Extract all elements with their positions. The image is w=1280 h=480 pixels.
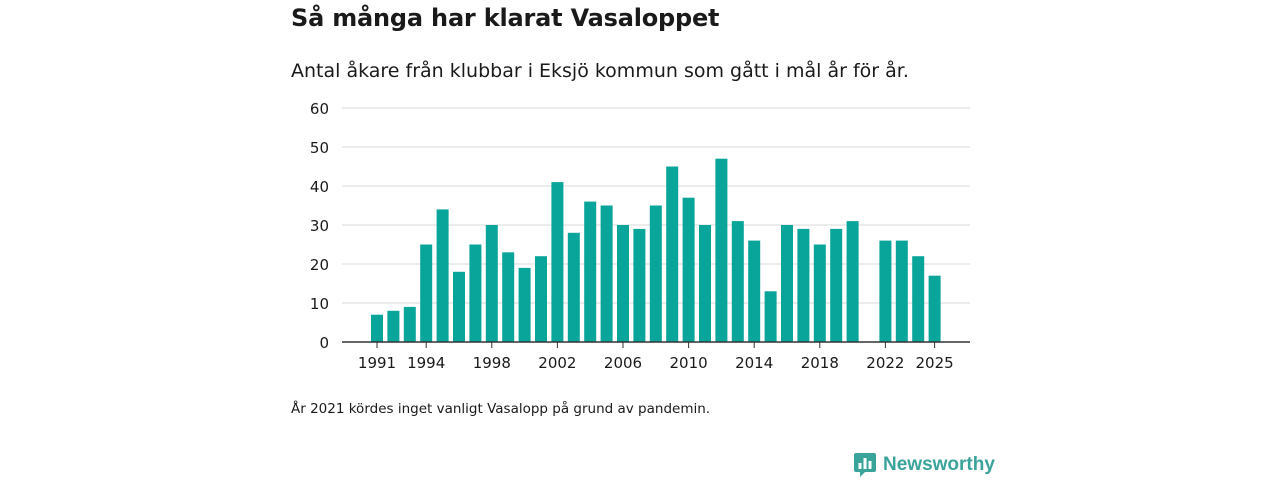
brand-name: Newsworthy [883, 454, 995, 475]
chart-subtitle: Antal åkare från klubbar i Eksjö kommun … [291, 60, 909, 82]
footnote: År 2021 kördes inget vanligt Vasalopp på… [291, 401, 711, 417]
bar-2016 [781, 225, 793, 342]
bar-chart: 0 10 20 30 40 50 60 1991 1994 1998 2002 2006 2010 20… [310, 100, 970, 372]
bar-1997 [469, 244, 482, 342]
x-tick-label: 2022 [866, 354, 904, 372]
bar-1992 [387, 310, 400, 342]
newsworthy-logo-icon [854, 453, 876, 477]
bar-2015 [764, 291, 777, 342]
bar-2022 [879, 240, 892, 342]
bar-1996 [453, 271, 465, 342]
bar-2014 [748, 240, 761, 342]
brand-logo: Newsworthy [853, 452, 995, 478]
bar-2008 [649, 205, 662, 342]
bar-2018 [813, 244, 826, 342]
bar-2004 [584, 201, 597, 342]
bar-2017 [797, 228, 810, 342]
bar-1994 [420, 244, 433, 342]
bar-1999 [502, 252, 515, 342]
bar-2005 [600, 205, 613, 342]
bar-1998 [485, 225, 498, 342]
y-tick-label: 30 [310, 217, 329, 235]
bar-2002 [551, 182, 564, 342]
x-tick-label: 1991 [358, 354, 396, 372]
bar-2013 [731, 221, 744, 342]
x-tick-label: 2025 [916, 354, 954, 372]
bar-2024 [912, 256, 925, 342]
x-tick-label: 2014 [735, 354, 773, 372]
x-tick-label: 2010 [670, 354, 708, 372]
bar-2012 [715, 158, 728, 342]
x-tick-label: 2018 [801, 354, 839, 372]
bar-2011 [699, 225, 711, 342]
y-tick-label: 40 [310, 178, 329, 196]
y-tick-label: 50 [310, 139, 329, 157]
bar-2001 [535, 256, 547, 342]
x-tick-label: 1994 [407, 354, 445, 372]
y-tick-label: 60 [310, 100, 329, 118]
bar-2025 [928, 275, 941, 342]
y-tick-label: 10 [310, 295, 329, 313]
bar-2009 [666, 166, 679, 342]
x-tick-label: 2002 [538, 354, 576, 372]
bar-2007 [633, 228, 646, 342]
chart-title: Så många har klarat Vasaloppet [291, 4, 720, 32]
y-tick-label: 20 [310, 256, 329, 274]
x-tick-label: 1998 [473, 354, 511, 372]
bar-1995 [436, 209, 449, 342]
bar-1993 [403, 306, 416, 342]
bars [371, 158, 941, 342]
bar-2000 [518, 267, 531, 342]
y-tick-label: 0 [319, 334, 329, 352]
x-tick-label: 2006 [604, 354, 642, 372]
bar-2023 [895, 240, 908, 342]
bar-2006 [617, 225, 629, 342]
y-axis-ticks: 0 10 20 30 40 50 60 [310, 100, 329, 352]
bar-2020 [846, 221, 859, 342]
bar-2003 [567, 232, 580, 342]
bar-1991 [371, 314, 383, 342]
bar-2019 [830, 228, 843, 342]
x-axis-ticks: 1991 1994 1998 2002 2006 2010 2014 2018 2022 2025 [358, 342, 954, 372]
bar-2010 [682, 197, 695, 342]
